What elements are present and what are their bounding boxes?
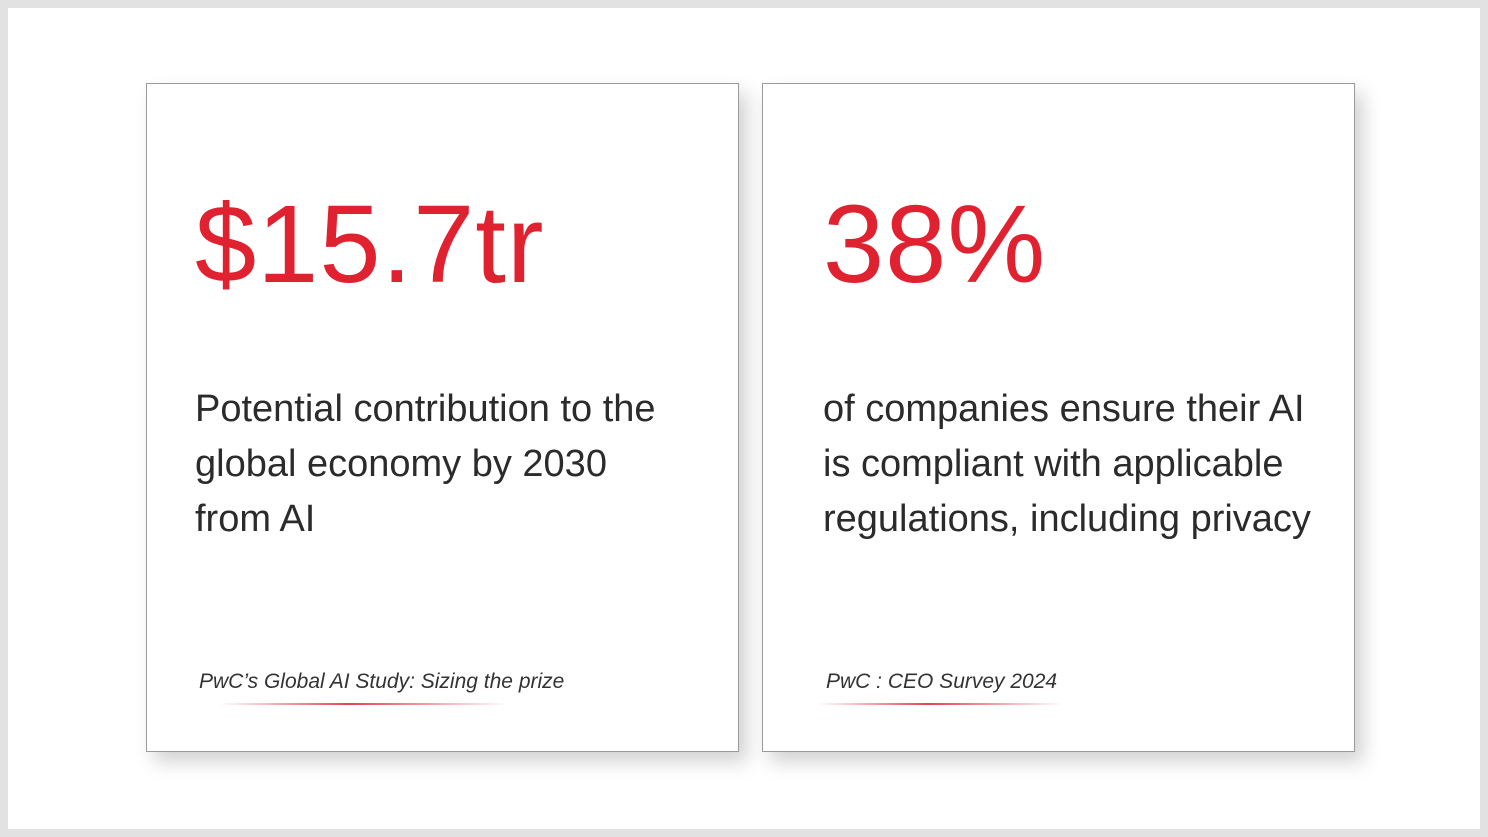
stat-description: of companies ensure their AI is complian… (823, 388, 1311, 540)
stat-value: $15.7tr (195, 183, 545, 306)
stat-card-ai-compliance: 38% of companies ensure their AI is comp… (762, 83, 1355, 752)
stat-value: 38% (823, 183, 1047, 306)
source-underline (818, 703, 1063, 705)
stat-source: PwC’s Global AI Study: Sizing the prize (199, 670, 565, 693)
stat-source: PwC : CEO Survey 2024 (826, 670, 1058, 693)
slide-frame: $15.7tr Potential contribution to the gl… (8, 8, 1480, 829)
stat-description: Potential contribution to the global eco… (195, 388, 656, 540)
source-underline (219, 703, 509, 705)
stat-card-ai-contribution: $15.7tr Potential contribution to the gl… (146, 83, 739, 752)
